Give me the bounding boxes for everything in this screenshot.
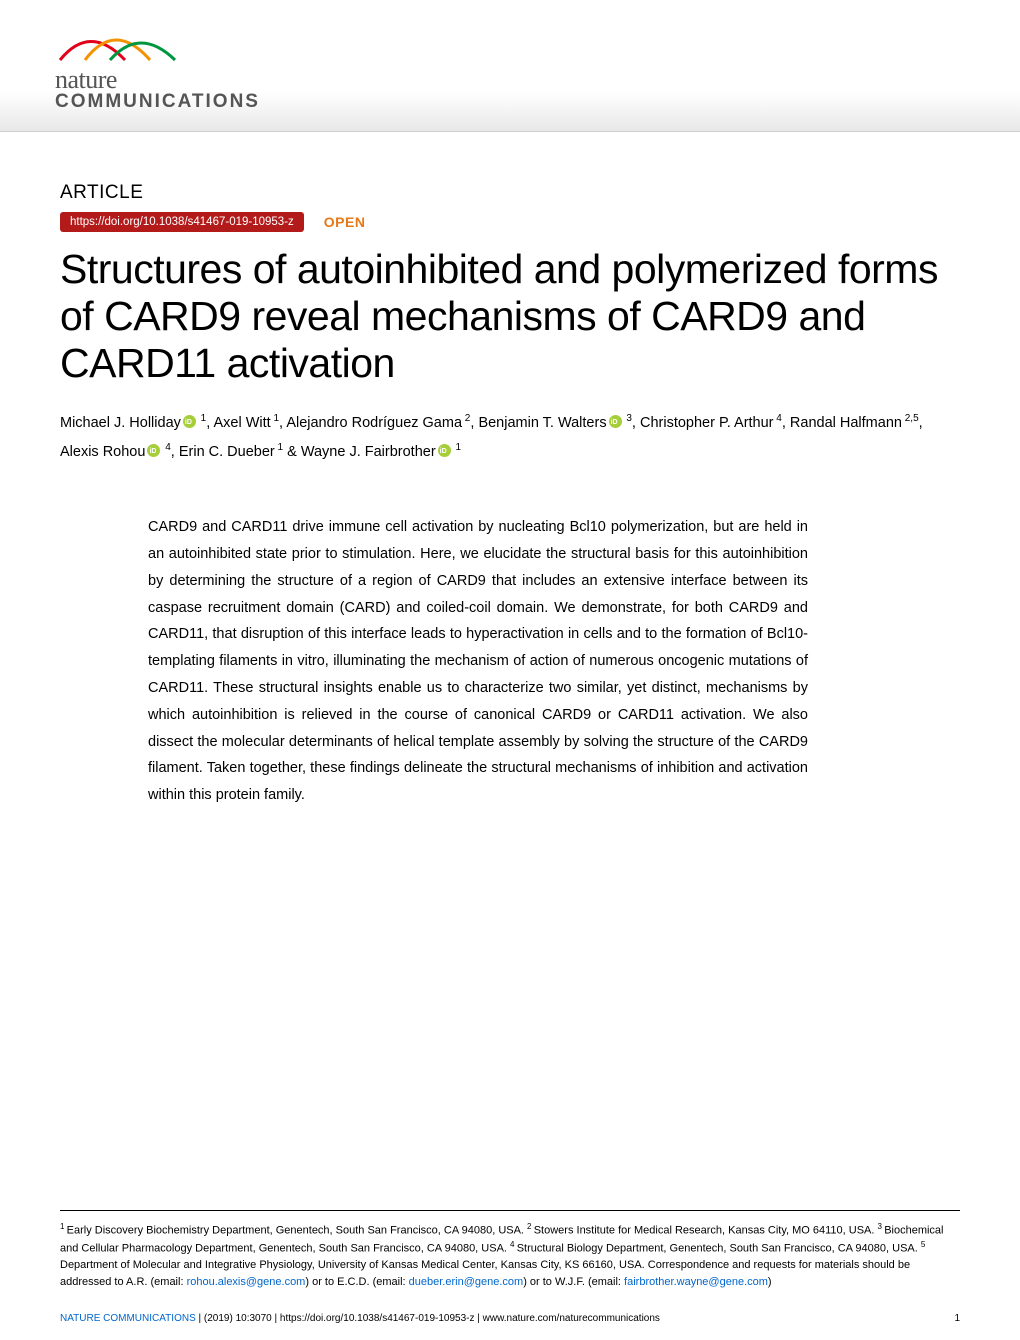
affiliation-text: Department of Molecular and Integrative … — [60, 1259, 648, 1271]
footer-journal-name: NATURE COMMUNICATIONS — [60, 1313, 196, 1324]
author-list: Michael J. Holliday 1, Axel Witt 1, Alej… — [60, 409, 960, 466]
author: Axel Witt — [214, 415, 271, 431]
footer-left: NATURE COMMUNICATIONS | (2019) 10:3070 |… — [60, 1313, 660, 1324]
logo-swoosh-icon — [55, 18, 195, 68]
affiliation-number: 2 — [527, 1222, 534, 1231]
author-affiliation-sup: 1 — [275, 442, 283, 453]
footer-page-number: 1 — [954, 1313, 960, 1324]
footer-citation: | (2019) 10:3070 | https://doi.org/10.10… — [199, 1313, 660, 1324]
doi-link[interactable]: https://doi.org/10.1038/s41467-019-10953… — [60, 212, 304, 232]
affiliation-text: Stowers Institute for Medical Research, … — [534, 1224, 878, 1236]
orcid-icon[interactable] — [438, 444, 451, 457]
author: Wayne J. Fairbrother — [301, 444, 436, 460]
author: Alejandro Rodríguez Gama — [286, 415, 462, 431]
doi-row: https://doi.org/10.1038/s41467-019-10953… — [60, 212, 960, 232]
author-affiliation-sup: 1 — [271, 413, 279, 424]
author-affiliation-sup: 4 — [162, 442, 170, 453]
orcid-icon[interactable] — [609, 415, 622, 428]
article-content: ARTICLE https://doi.org/10.1038/s41467-0… — [0, 132, 1020, 829]
affiliation-number: 4 — [510, 1240, 517, 1249]
affiliation-text: Structural Biology Department, Genentech… — [517, 1243, 921, 1255]
author-affiliation-sup: 2,5 — [902, 413, 919, 424]
author-affiliation-sup: 4 — [774, 413, 782, 424]
article-title: Structures of autoinhibited and polymeri… — [60, 246, 960, 387]
article-type-label: ARTICLE — [60, 182, 960, 204]
journal-logo: nature COMMUNICATIONS — [55, 18, 260, 113]
author-affiliation-sup: 1 — [198, 413, 206, 424]
author: Christopher P. Arthur — [640, 415, 774, 431]
author-affiliation-sup: 2 — [462, 413, 470, 424]
affiliation-text: Early Discovery Biochemistry Department,… — [67, 1224, 527, 1236]
author: Erin C. Dueber — [179, 444, 275, 460]
correspondence-email-3[interactable]: fairbrother.wayne@gene.com — [624, 1276, 768, 1288]
orcid-icon[interactable] — [183, 415, 196, 428]
orcid-icon[interactable] — [147, 444, 160, 457]
open-access-label: OPEN — [324, 214, 366, 230]
author: Randal Halfmann — [790, 415, 902, 431]
journal-header: nature COMMUNICATIONS — [0, 0, 1020, 132]
author: Alexis Rohou — [60, 444, 145, 460]
affiliation-number: 5 — [921, 1240, 925, 1249]
page-footer: NATURE COMMUNICATIONS | (2019) 10:3070 |… — [60, 1313, 960, 1324]
author: Michael J. Holliday — [60, 415, 181, 431]
affiliations-block: 1 Early Discovery Biochemistry Departmen… — [60, 1210, 960, 1290]
affiliation-number: 1 — [60, 1222, 67, 1231]
abstract-text: CARD9 and CARD11 drive immune cell activ… — [148, 514, 808, 809]
logo-communications-text: COMMUNICATIONS — [55, 91, 260, 113]
author-affiliation-sup: 1 — [453, 442, 461, 453]
correspondence-email-1[interactable]: rohou.alexis@gene.com — [187, 1276, 306, 1288]
correspondence-email-2[interactable]: dueber.erin@gene.com — [409, 1276, 524, 1288]
author: Benjamin T. Walters — [478, 415, 606, 431]
author-affiliation-sup: 3 — [624, 413, 632, 424]
